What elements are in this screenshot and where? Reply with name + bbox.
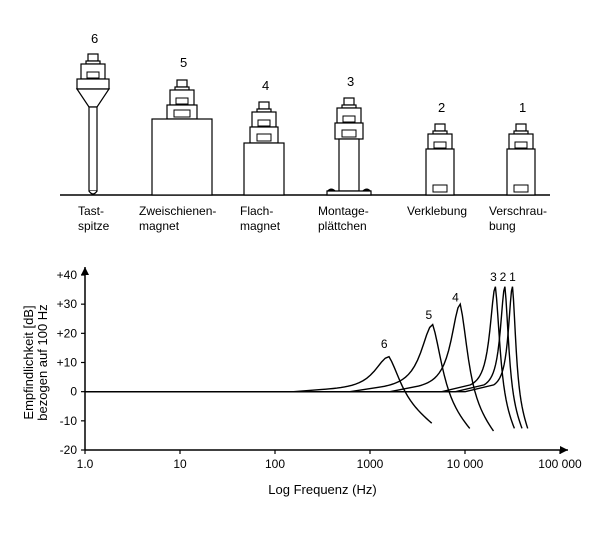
sensor-number: 6 (91, 31, 98, 46)
figure-container: 6 Tast-spitze 5 Zweischienen-magnet 4 Flach-m… (20, 20, 586, 528)
sensor-label: Flach- (240, 204, 273, 218)
y-tick-label: +20 (57, 326, 78, 340)
sensor-number: 1 (519, 100, 526, 115)
y-axis-label: Empfindlichkeit [dB]bezogen auf 100 Hz (21, 304, 50, 420)
x-tick-label: 100 000 (538, 457, 582, 471)
curve-label: 5 (426, 308, 433, 322)
y-tick-label: -10 (60, 414, 78, 428)
response-curve (85, 287, 522, 429)
x-tick-label: 10 (173, 457, 187, 471)
curve-label: 4 (452, 290, 459, 304)
y-tick-label: -20 (60, 443, 78, 457)
sensor-label: Verklebung (407, 204, 467, 218)
sensor-number: 2 (438, 100, 445, 115)
y-tick-label: +40 (57, 268, 78, 282)
sensor-number: 3 (347, 74, 354, 89)
sensor-label: Zweischienen- (139, 204, 216, 218)
curve-label: 2 (500, 270, 507, 284)
y-tick-label: +10 (57, 356, 78, 370)
sensor-label: bung (489, 219, 516, 233)
y-tick-label: 0 (70, 385, 77, 399)
sensor-label: plättchen (318, 219, 367, 233)
curve-label: 6 (381, 337, 388, 351)
y-tick-label: +30 (57, 297, 78, 311)
figure-svg: 6 Tast-spitze 5 Zweischienen-magnet 4 Flach-m… (20, 20, 586, 528)
curve-label: 3 (490, 270, 497, 284)
sensor-label: Montage- (318, 204, 369, 218)
sensor-label: Verschrau- (489, 204, 547, 218)
sensor-number: 5 (180, 55, 187, 70)
sensor-label: magnet (240, 219, 281, 233)
sensor-label: magnet (139, 219, 180, 233)
sensor-label: Tast- (78, 204, 104, 218)
x-tick-label: 10 000 (447, 457, 484, 471)
x-axis-label: Log Frequenz (Hz) (268, 482, 376, 497)
response-curve (85, 304, 494, 431)
sensor-label: spitze (78, 219, 110, 233)
sensor-number: 4 (262, 78, 269, 93)
response-curve (85, 287, 514, 429)
x-tick-label: 1.0 (77, 457, 94, 471)
response-curve (85, 357, 432, 424)
response-curve (85, 325, 470, 429)
x-tick-label: 1000 (357, 457, 384, 471)
curve-label: 1 (509, 270, 516, 284)
x-tick-label: 100 (265, 457, 285, 471)
